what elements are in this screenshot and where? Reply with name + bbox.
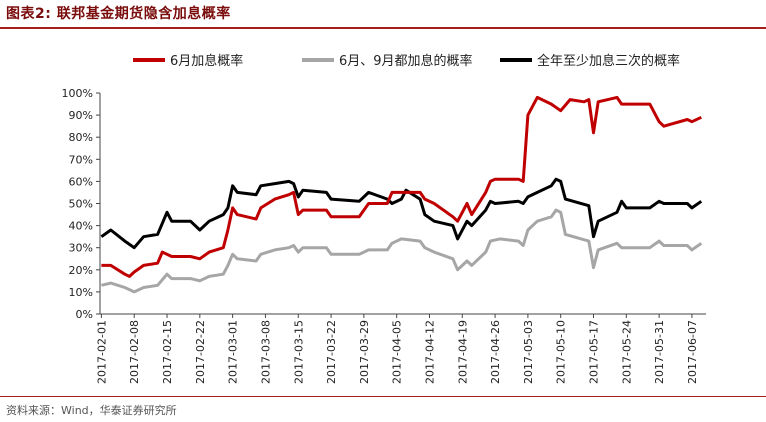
x-tick-label: 2017-03-08 (259, 320, 272, 384)
y-axis: 0% 10% 20% 30% 40% 50% 60% 70% 80% 90% 100% (62, 87, 101, 321)
series-layer (100, 95, 703, 294)
x-tick-label: 2017-04-19 (456, 320, 469, 384)
y-tick-label: 20% (69, 264, 93, 277)
y-tick-label: 100% (62, 87, 93, 100)
x-tick-label: 2017-05-31 (653, 320, 666, 384)
series-line (101, 95, 702, 278)
x-tick-label: 2017-04-12 (423, 320, 436, 384)
x-tick-label: 2017-03-22 (325, 320, 338, 384)
source-note: 资料来源：Wind，华泰证券研究所 (6, 404, 177, 417)
x-tick-label: 2017-05-03 (522, 320, 535, 384)
x-tick-label: 2017-02-15 (161, 320, 174, 384)
figure-title: 图表2: 联邦基金期货隐含加息概率 (6, 6, 231, 22)
legend-label: 6月加息概率 (170, 53, 243, 69)
x-tick-label: 2017-03-01 (227, 320, 240, 384)
chart-legend: 6月加息概率 6月、9月都加息的概率 全年至少加息三次的概率 (133, 53, 680, 69)
legend-label: 6月、9月都加息的概率 (339, 53, 473, 69)
x-tick-label: 2017-05-10 (555, 320, 568, 384)
title-rule (0, 27, 766, 29)
x-tick-label: 2017-05-24 (620, 320, 633, 384)
y-tick-label: 80% (69, 131, 93, 144)
series-line (101, 208, 703, 294)
legend-label: 全年至少加息三次的概率 (537, 53, 680, 69)
line-chart: 6月加息概率 6月、9月都加息的概率 全年至少加息三次的概率 0% 10% 20% 30%… (62, 53, 706, 384)
series-line (100, 177, 703, 250)
x-tick-label: 2017-02-01 (95, 320, 108, 384)
source-rule (0, 396, 766, 397)
y-tick-label: 40% (69, 220, 93, 233)
y-tick-label: 70% (69, 153, 93, 166)
x-tick-label: 2017-04-05 (391, 320, 404, 384)
x-tick-label: 2017-05-17 (588, 320, 601, 384)
x-tick-label: 2017-03-29 (358, 320, 371, 384)
y-tick-label: 50% (69, 198, 93, 211)
x-tick-label: 2017-04-26 (489, 320, 502, 384)
x-tick-label: 2017-02-08 (128, 320, 141, 384)
x-tick-label: 2017-03-15 (292, 320, 305, 384)
x-tick-label: 2017-06-07 (686, 320, 699, 384)
x-axis: 2017-02-01 2017-02-08 2017-02-15 2017-02-22… (95, 313, 706, 384)
y-tick-label: 60% (69, 175, 93, 188)
y-tick-label: 0% (76, 308, 93, 321)
y-tick-label: 90% (69, 109, 93, 122)
x-tick-label: 2017-02-22 (194, 320, 207, 384)
y-tick-label: 30% (69, 242, 93, 255)
y-tick-label: 10% (69, 286, 93, 299)
